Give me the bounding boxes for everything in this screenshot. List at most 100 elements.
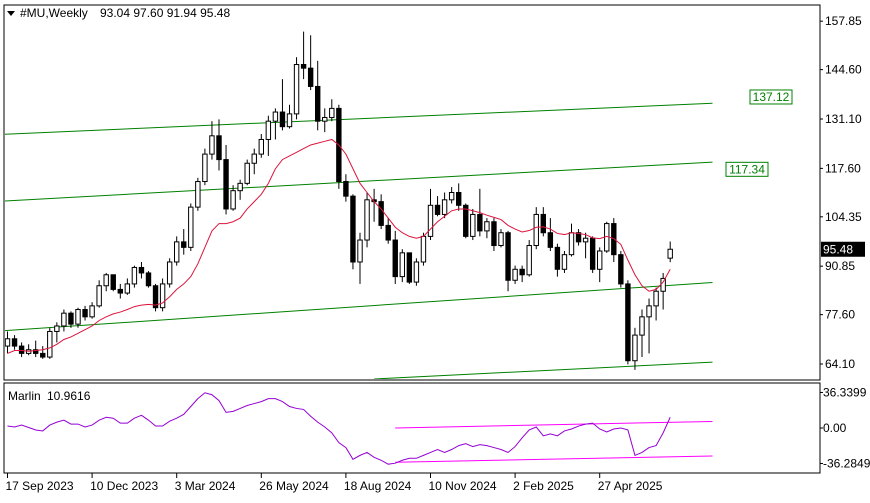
candle (582, 232, 589, 259)
candle (618, 251, 624, 288)
candle (526, 240, 532, 277)
candle (315, 60, 321, 131)
candle-body-bullish (174, 241, 180, 263)
svg-text:95.48: 95.48 (823, 242, 853, 256)
candle-body-bullish (103, 274, 109, 287)
candle (33, 340, 39, 358)
candle-body-bullish (667, 248, 673, 259)
candle (40, 346, 46, 359)
candle-body-bearish (625, 283, 631, 362)
candle (322, 108, 328, 133)
candle-body-bullish (498, 232, 504, 247)
candle-body-bullish (286, 113, 293, 128)
candle-body-bullish (646, 305, 652, 318)
candle-body-bullish (251, 153, 257, 164)
candle-body-bullish (427, 204, 434, 237)
candle (11, 335, 18, 350)
channel-line (5, 281, 713, 332)
time-tick-label: 17 Sep 2023 (6, 479, 74, 493)
candle (145, 271, 152, 288)
level-label-137: 137.12 (749, 89, 793, 105)
candle (307, 35, 314, 91)
price-axis[interactable]: 157.85 144.60 131.10 117.60 104.35 90.85… (825, 14, 862, 371)
candle-body-bearish (117, 288, 123, 294)
candle-body-bullish (413, 261, 420, 283)
candle-body-bullish (533, 213, 539, 247)
candle-body-bullish (526, 245, 532, 276)
indicator-value: 10.9616 (47, 389, 91, 403)
candle-body-bullish (188, 206, 194, 248)
candle (413, 258, 420, 286)
oscillator-channel-line (395, 420, 713, 429)
trend-channel-lines (5, 102, 713, 379)
candle (554, 243, 561, 277)
indicator-tick-label: 36.3399 (823, 385, 867, 399)
candle (357, 232, 363, 284)
candle-body-bearish (110, 274, 116, 290)
candle-body-bearish (378, 201, 384, 226)
candle-body-bullish (124, 283, 131, 294)
candle-body-bullish (399, 252, 406, 278)
time-tick-marks (7, 473, 601, 478)
candle-body-bearish (11, 338, 18, 347)
price-tick-label: 144.60 (825, 63, 862, 77)
candle (343, 174, 349, 202)
candle-body-bearish (477, 213, 483, 232)
candle (448, 187, 455, 204)
candle-body-bearish (456, 192, 462, 206)
candle-body-bearish (618, 254, 624, 285)
moving-average-line (7, 138, 671, 354)
candle (653, 287, 659, 321)
candle-body-bearish (554, 246, 561, 270)
candle (82, 305, 88, 321)
channel-line (374, 361, 713, 379)
candle (75, 307, 81, 328)
candle (230, 185, 236, 211)
candle (350, 194, 356, 270)
time-axis[interactable]: 17 Sep 2023 10 Dec 2023 3 Mar 2024 26 Ma… (6, 479, 663, 493)
candle (329, 99, 335, 122)
level-label-117: 117.34 (725, 161, 769, 177)
candle-body-bearish (307, 67, 314, 87)
candle-body-bullish (244, 162, 250, 184)
candle (174, 236, 180, 266)
candle (138, 261, 145, 279)
candle-body-bearish (181, 241, 187, 248)
price-tick-label: 117.60 (825, 161, 861, 175)
collapse-arrow-icon[interactable] (7, 11, 15, 16)
time-tick-label: 3 Mar 2024 (175, 479, 236, 493)
channel-line (5, 102, 713, 135)
candle-body-bearish (343, 181, 349, 197)
candle (223, 144, 229, 215)
indicator-axis[interactable]: 36.3399 0.00 -36.2849 (823, 385, 870, 470)
candle (470, 208, 476, 241)
candle-body-bullish (265, 120, 272, 140)
candle (124, 278, 131, 295)
symbol-timeframe: #MU,Weekly (20, 6, 88, 20)
candle (216, 119, 222, 171)
price-tick-label: 131.10 (825, 112, 862, 126)
candle (639, 309, 645, 358)
candle (519, 265, 525, 283)
candle-body-bullish (568, 232, 575, 256)
candle-body-bullish (272, 111, 279, 122)
candle-body-bullish (195, 181, 201, 208)
candle-body-bullish (96, 285, 102, 307)
candlestick-series (5, 31, 673, 370)
price-tick-label: 77.60 (825, 308, 855, 322)
candle-body-bearish (223, 159, 229, 210)
candle-body-bullish (209, 135, 215, 155)
candle (47, 327, 53, 359)
candle (597, 247, 603, 283)
time-tick-label: 26 May 2024 (259, 479, 329, 493)
candle-body-bullish (582, 237, 589, 243)
candle (89, 302, 95, 319)
candle (434, 196, 441, 217)
candle-body-bearish (152, 285, 159, 309)
candle (667, 241, 673, 263)
candle (300, 31, 307, 80)
time-tick-label: 27 Apr 2025 (598, 479, 663, 493)
time-tick-label: 18 Aug 2024 (344, 479, 412, 493)
